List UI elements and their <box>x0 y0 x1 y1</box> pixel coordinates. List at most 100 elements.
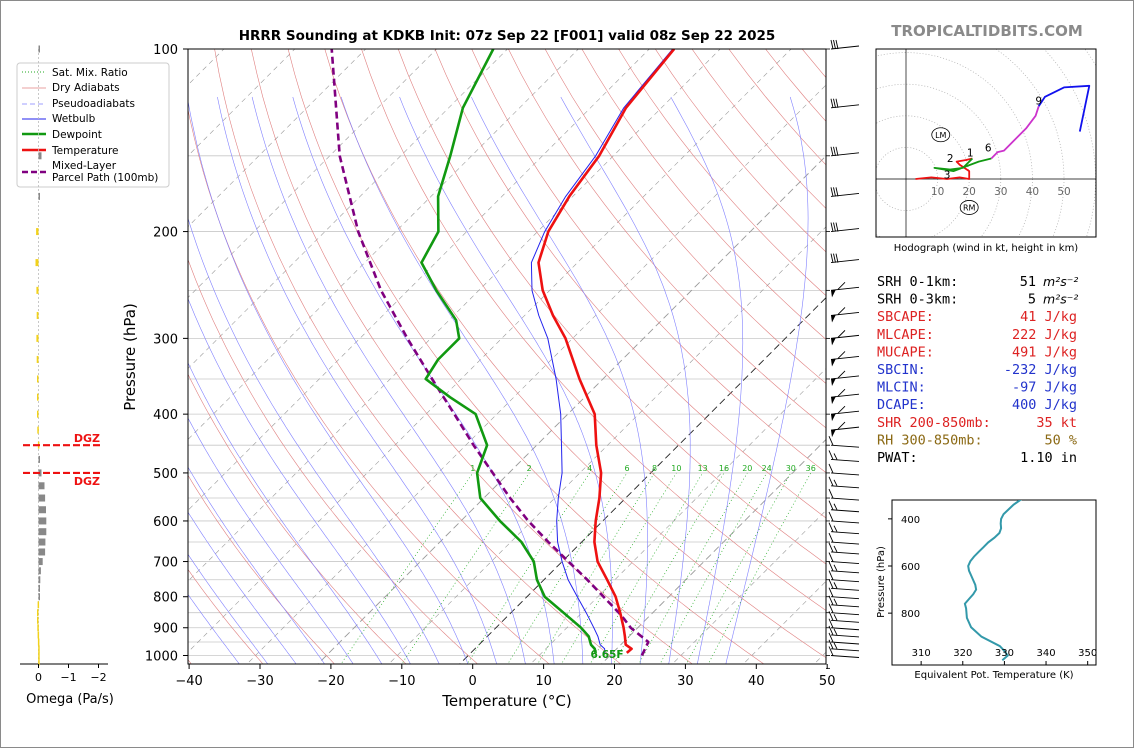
mixing-ratio-label: 16 <box>719 464 729 473</box>
omega-bar <box>38 494 46 502</box>
hodograph-trace: 1 2 3 6 9 LM RM <box>915 84 1091 215</box>
wind-barb-feather <box>837 307 846 315</box>
pseudoadiabat-line <box>399 96 613 664</box>
wind-barb-feather <box>828 625 834 636</box>
omega-bar <box>37 616 39 624</box>
wind-barb <box>828 579 860 591</box>
omega-bar <box>38 548 46 556</box>
legend-label-temperature: Temperature <box>51 145 119 157</box>
y-tick-label: 1000 <box>145 650 178 665</box>
legend-label-mixing-ratio: Sat. Mix. Ratio <box>52 67 128 79</box>
wind-barb-pennant <box>831 314 836 323</box>
x-tick-label: 50 <box>819 674 836 689</box>
skewt-background-lines: 1 2 4 6 8 10 13 16 20 24 30 36 <box>188 49 826 664</box>
omega-bar <box>38 584 40 592</box>
index-value: 222 J/kg <box>1012 327 1077 343</box>
dry-adiabat-line <box>188 373 407 664</box>
wind-barb <box>828 646 860 658</box>
theta-e-x-tick-label: 310 <box>912 648 931 659</box>
hodograph-caption: Hodograph (wind in kt, height in km) <box>894 243 1079 254</box>
wind-barb-feather <box>837 370 846 379</box>
hodograph-segment <box>915 157 973 180</box>
omega-bar <box>38 482 45 490</box>
brand-watermark: TROPICALTIDBITS.COM <box>891 22 1083 40</box>
hodograph-height-label: 1 <box>967 147 974 159</box>
hodograph-height-label: 2 <box>947 153 954 165</box>
pseudoadiabat-line <box>471 96 648 664</box>
pseudoadiabat-line <box>217 96 497 664</box>
wind-barb <box>828 532 860 545</box>
wind-barb-staff <box>830 648 860 652</box>
hodograph-ring-label: 40 <box>1026 186 1039 198</box>
wind-barb-feather <box>833 39 836 50</box>
index-value: 491 J/kg <box>1012 344 1077 360</box>
wind-barb-feather <box>833 598 838 606</box>
wind-barb-feather <box>833 642 838 650</box>
legend-label-dewpoint: Dewpoint <box>52 129 102 141</box>
isotherm-line <box>600 438 826 664</box>
wind-barb <box>830 39 860 50</box>
wind-barb-feather <box>833 98 836 108</box>
wind-barb-staff <box>830 444 860 448</box>
wind-barb-staff <box>830 627 860 631</box>
isotherm-line <box>188 49 437 299</box>
pseudoadiabat-line <box>188 593 240 664</box>
wind-barb <box>828 618 860 631</box>
wind-barb-staff <box>830 509 860 513</box>
isotherm-line <box>317 155 826 664</box>
mixing-ratio-label: 2 <box>527 464 532 473</box>
omega-bar <box>38 658 40 666</box>
wind-barb-feather <box>837 388 846 397</box>
wind-barb-feather <box>828 587 834 597</box>
theta-e-plot-area <box>963 500 1023 662</box>
theta-e-y-tick-label: 600 <box>901 562 920 573</box>
hodograph-height-label: 6 <box>985 143 992 155</box>
skewt-data-series: 6.65F <box>330 49 676 661</box>
legend-label-wetbulb: Wetbulb <box>52 113 96 125</box>
pseudoadiabat-line <box>560 96 691 664</box>
wind-barb-pennant <box>831 429 836 438</box>
omega-bar <box>38 538 46 546</box>
theta-e-box <box>891 499 1097 666</box>
index-unit: m²s⁻² <box>1043 292 1078 307</box>
wind-barb-feather <box>828 646 834 656</box>
wind-barb <box>828 625 860 638</box>
wind-barb <box>828 463 860 476</box>
hodograph-segment <box>933 157 974 172</box>
y-tick-label: 200 <box>153 226 178 241</box>
wind-barb-feather <box>837 405 846 414</box>
omega-bar <box>36 286 39 294</box>
pseudoadiabat-line <box>292 96 555 664</box>
index-value: 1.10 in <box>1020 450 1077 466</box>
wind-barb-feather <box>833 479 838 486</box>
y-tick-label: 700 <box>153 556 178 571</box>
wind-barb-staff <box>830 604 860 608</box>
pseudoadiabat-line <box>251 96 526 664</box>
index-label: SHR 200-850mb: <box>877 415 991 431</box>
wind-barb-feather <box>828 632 834 643</box>
mixing-ratio-line <box>507 472 628 664</box>
theta-e-panel: 310 320 330 340 350 400 600 800 <box>888 499 1097 666</box>
wind-barb <box>828 488 860 501</box>
wind-barb <box>830 330 860 346</box>
mixing-ratio-line <box>638 472 748 664</box>
x-tick-label: −30 <box>246 674 273 689</box>
mixing-ratio-line <box>401 472 530 664</box>
wind-barb-staff <box>830 619 860 623</box>
y-tick-label: 500 <box>153 467 178 482</box>
omega-bar <box>38 192 40 200</box>
pseudoadiabat-line <box>188 553 269 664</box>
series-line-temperature <box>537 49 676 654</box>
omega-xlabel: Omega (Pa/s) <box>26 692 114 707</box>
isotherm-line <box>530 368 826 664</box>
wind-barb-feather <box>835 39 839 50</box>
wind-barb-feather <box>837 421 846 430</box>
wind-barb-feather <box>828 542 834 553</box>
theta-e-y-tick-label: 400 <box>901 515 920 526</box>
theta-e-xlabel: Equivalent Pot. Temperature (K) <box>914 670 1073 681</box>
pseudoadiabat-line <box>188 217 440 664</box>
mixing-ratio-label: 36 <box>806 464 816 473</box>
omega-bar <box>38 567 41 575</box>
wind-barb <box>830 253 860 264</box>
legend-label-dry-adiabats: Dry Adiabats <box>52 82 120 94</box>
